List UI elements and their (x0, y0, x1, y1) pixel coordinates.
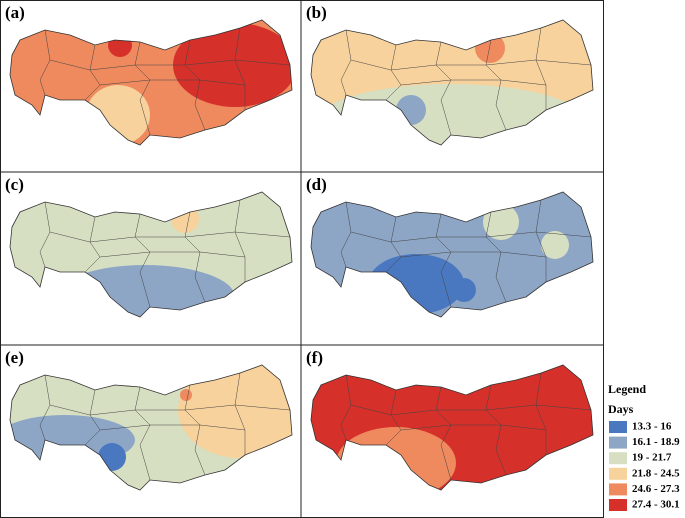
legend-swatch (609, 436, 627, 449)
panel-label: (c) (5, 175, 24, 194)
panel-label: (f) (306, 348, 323, 367)
zone (55, 265, 235, 317)
legend-label: 24.6 - 27.3 (632, 483, 680, 495)
panel-e: (e) (5, 348, 293, 491)
legend-swatch (609, 467, 627, 480)
zone (171, 205, 199, 233)
legend-swatch (609, 421, 627, 433)
zone (173, 23, 292, 107)
legend-label: 19 - 21.7 (632, 452, 672, 464)
legend-label: 21.8 - 24.5 (632, 467, 680, 479)
legend-swatch (609, 452, 627, 465)
zone (178, 365, 292, 458)
legend-label: 13.3 - 16 (632, 421, 672, 433)
zone (180, 389, 192, 401)
legend-subtitle: Days (608, 402, 634, 416)
legend-swatch (609, 483, 627, 496)
legend-swatch (609, 499, 627, 511)
zone (86, 85, 150, 145)
panel-b: (b) (306, 3, 594, 146)
zone (368, 254, 464, 314)
legend-title: Legend (608, 382, 646, 396)
zone (475, 33, 505, 63)
zone (98, 443, 126, 471)
zone (336, 427, 456, 490)
legend-label: 27.4 - 30.1 (632, 499, 680, 511)
zone (483, 204, 519, 240)
panel-c: (c) (5, 175, 293, 318)
zone (452, 278, 476, 302)
zone (316, 84, 586, 145)
panel-label: (d) (306, 175, 327, 194)
panel-d: (d) (306, 175, 594, 318)
panel-f: (f) (306, 348, 594, 491)
panel-a: (a) (5, 3, 293, 146)
panel-label: (b) (306, 3, 327, 22)
panel-label: (e) (5, 348, 24, 367)
zone (108, 33, 132, 57)
zone (311, 365, 593, 490)
panel-label: (a) (5, 3, 25, 22)
zone (10, 192, 292, 317)
zone (541, 231, 569, 259)
legend-label: 16.1 - 18.9 (632, 436, 680, 448)
